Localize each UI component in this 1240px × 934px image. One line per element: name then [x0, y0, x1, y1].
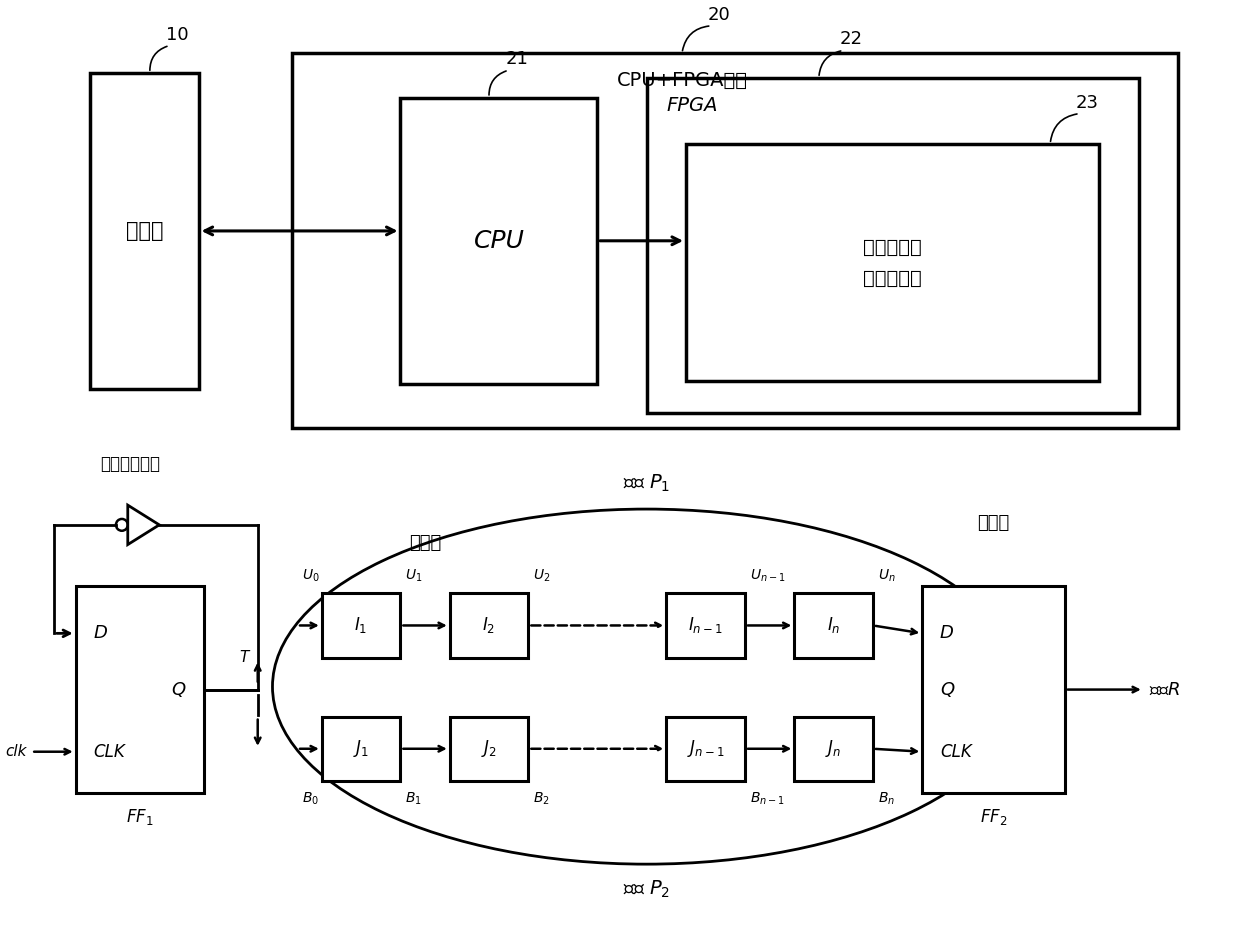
Bar — [321, 593, 401, 658]
Text: D: D — [940, 624, 954, 643]
Text: 仲裁器: 仲裁器 — [977, 514, 1009, 531]
Text: $FF_2$: $FF_2$ — [980, 807, 1007, 827]
Text: Q: Q — [940, 681, 954, 699]
Text: $U_n$: $U_n$ — [878, 567, 895, 584]
Text: 缓冲器: 缓冲器 — [409, 534, 441, 552]
Text: Q: Q — [171, 681, 186, 699]
Text: $J_{n-1}$: $J_{n-1}$ — [687, 738, 724, 759]
Text: 20: 20 — [708, 6, 730, 23]
Text: T: T — [239, 650, 248, 665]
Text: CLK: CLK — [940, 743, 972, 760]
Text: $I_{n-1}$: $I_{n-1}$ — [688, 616, 723, 635]
Text: 21: 21 — [505, 50, 528, 68]
Bar — [795, 593, 873, 658]
Bar — [646, 78, 1138, 414]
Text: CPU: CPU — [474, 229, 525, 253]
Text: 响应$R$: 响应$R$ — [1148, 681, 1179, 699]
Text: D: D — [93, 624, 107, 643]
Bar — [321, 716, 401, 781]
Text: $U_1$: $U_1$ — [405, 567, 423, 584]
Text: $J_1$: $J_1$ — [353, 738, 370, 759]
Text: 23: 23 — [1076, 93, 1099, 111]
Text: 跳变生成模块: 跳变生成模块 — [99, 455, 160, 473]
Bar — [795, 716, 873, 781]
Bar — [666, 716, 745, 781]
Text: $B_n$: $B_n$ — [878, 791, 895, 807]
Bar — [686, 144, 1100, 381]
Bar — [293, 53, 1178, 428]
Text: 22: 22 — [839, 31, 863, 49]
Text: 认证端: 认证端 — [125, 221, 164, 241]
Text: $I_n$: $I_n$ — [827, 616, 841, 635]
Text: $U_0$: $U_0$ — [303, 567, 320, 584]
Bar — [666, 593, 745, 658]
Text: $I_1$: $I_1$ — [355, 616, 368, 635]
Text: CLK: CLK — [93, 743, 125, 760]
Text: 路径 $P_2$: 路径 $P_2$ — [622, 879, 670, 900]
Text: CPU+FPGA芯片: CPU+FPGA芯片 — [616, 71, 748, 91]
Text: $B_2$: $B_2$ — [533, 791, 551, 807]
Bar — [401, 98, 598, 384]
Text: 物理不可克
隆函数电路: 物理不可克 隆函数电路 — [863, 237, 923, 288]
Bar — [923, 586, 1065, 793]
Bar — [91, 73, 198, 389]
Text: $FF_1$: $FF_1$ — [125, 807, 154, 827]
Text: $B_{n-1}$: $B_{n-1}$ — [750, 791, 785, 807]
Bar — [76, 586, 203, 793]
Text: $U_{n-1}$: $U_{n-1}$ — [750, 567, 785, 584]
Bar — [450, 716, 528, 781]
Bar — [450, 593, 528, 658]
Text: 路径 $P_1$: 路径 $P_1$ — [622, 473, 671, 494]
Text: clk: clk — [5, 744, 26, 759]
Text: $U_2$: $U_2$ — [533, 567, 551, 584]
Text: $J_2$: $J_2$ — [481, 738, 497, 759]
Text: 10: 10 — [166, 25, 188, 44]
Text: $I_2$: $I_2$ — [482, 616, 496, 635]
Text: FPGA: FPGA — [666, 96, 718, 115]
Text: $J_n$: $J_n$ — [826, 738, 842, 759]
Text: $B_0$: $B_0$ — [303, 791, 319, 807]
Text: $B_1$: $B_1$ — [405, 791, 422, 807]
